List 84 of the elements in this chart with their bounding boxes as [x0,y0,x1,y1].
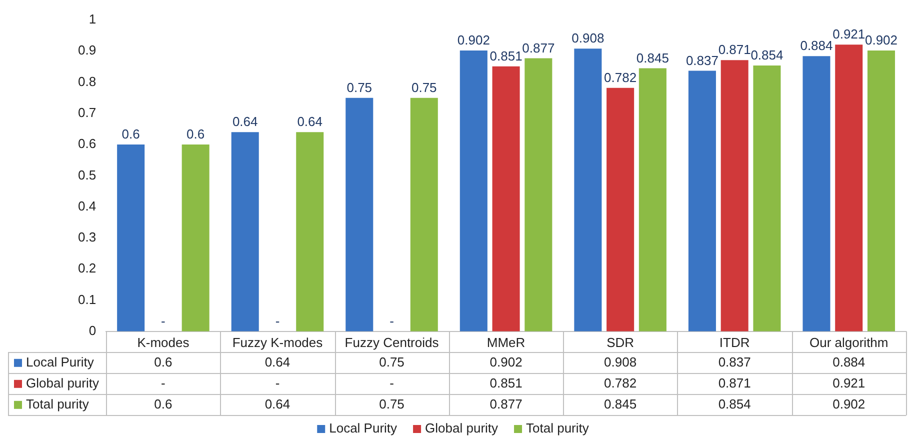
data-label: 0.884 [832,354,866,370]
data-label: 0.845 [604,396,637,412]
text: 0.871 [718,42,751,58]
y-tick-label: 0.2 [78,260,96,276]
text: 0.851 [490,48,522,64]
text: 0.921 [832,26,866,42]
y-tick-label: 0.9 [78,42,96,58]
text: 0.64 [297,114,323,130]
text: 0.6 [186,126,205,142]
bar [720,60,748,332]
text: Global purity [26,375,99,390]
data-label: 0.851 [490,375,522,390]
text: 0.908 [572,30,604,46]
legend-label: Local Purity [26,354,94,370]
data-label: 0.908 [604,354,637,370]
data-label: 0.6 [154,396,172,412]
text: - [161,313,166,328]
text: - [275,313,280,328]
data-label: 0.837 [718,354,751,370]
text: 0.837 [686,52,718,68]
text: 0.6 [122,126,140,142]
y-tick-label: 1 [88,12,96,27]
y-tick-label: 0.3 [78,230,96,245]
x-tick-label: SDR [606,334,634,350]
data-label: 0.64 [264,354,290,370]
data-label: 0.75 [379,396,404,412]
data-label: 0.64 [264,396,290,412]
bar [182,144,210,332]
bar [460,50,488,332]
text: Local Purity [329,420,398,436]
text: 0.854 [750,48,784,63]
legend-label: Global purity [425,420,499,436]
x-tick-label: Fuzzy K-modes [232,334,324,350]
bar [606,88,634,332]
data-label: 0.854 [718,396,751,412]
text: 0.782 [604,70,637,85]
text: - [161,375,166,390]
y-tick-label: 0 [88,322,96,338]
bar [296,132,324,332]
y-tick-label: 0.7 [78,105,96,120]
bar [346,98,374,332]
text: 0.64 [232,114,258,130]
bar [117,144,145,332]
bar [688,70,716,332]
x-tick-label: Fuzzy Centroids [344,334,440,350]
text: - [390,375,394,390]
bar [753,65,781,332]
y-tick-label: 0.5 [78,167,96,182]
text: 0.845 [636,50,669,66]
text: Total purity [26,396,89,412]
bar [492,66,520,332]
data-label: 0.902 [490,354,522,370]
x-tick-label: ITDR [719,334,750,350]
y-tick-label: 0.6 [78,136,96,152]
bar [524,58,552,332]
text: 0.75 [411,80,437,95]
text: - [275,375,280,390]
bar [638,68,666,332]
bar [867,50,895,332]
y-tick-label: 0.4 [78,198,96,214]
data-label: 0.75 [379,354,404,370]
text: - [390,313,394,328]
data-label: 0.782 [604,375,637,390]
x-tick-label: MMeR [486,334,526,350]
text: 0.902 [457,32,490,48]
data-label: 0.902 [832,396,866,412]
legend-label: Total purity [526,420,590,436]
bar [574,48,602,332]
x-tick-label: K-modes [137,334,190,350]
data-label: 0.921 [832,375,866,390]
y-tick-label: 0.8 [78,74,96,89]
y-tick-label: 0.1 [78,292,96,307]
bar [231,132,259,332]
bar [802,56,830,332]
text: 0.902 [864,32,898,48]
bar [835,44,863,332]
text: 0.884 [800,38,833,54]
data-label: 0.6 [154,354,172,370]
data-label: 0.871 [718,375,751,390]
bar [410,98,438,332]
x-tick-label: Our algorithm [809,334,888,350]
data-label: 0.877 [490,396,522,412]
text: 0.75 [346,80,372,95]
text: 0.877 [522,40,555,56]
